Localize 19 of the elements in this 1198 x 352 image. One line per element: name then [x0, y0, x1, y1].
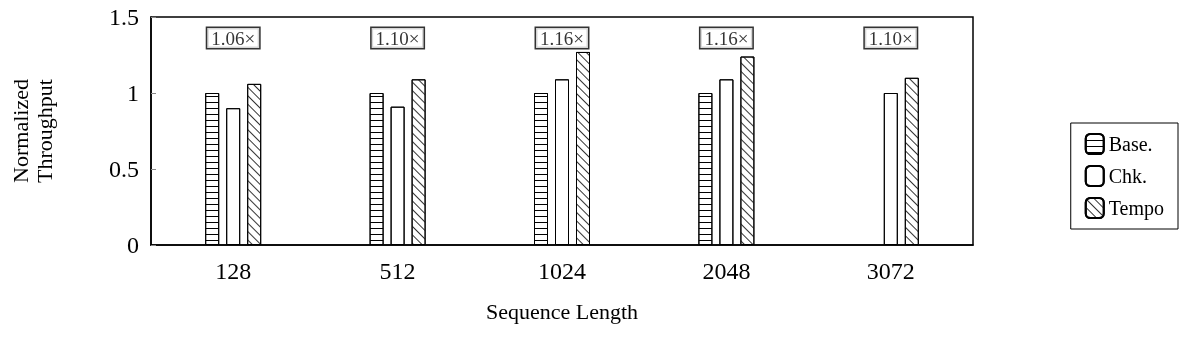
annotation: 1.16×: [540, 28, 584, 49]
y-tick-label: 0.5: [109, 156, 139, 182]
y-tick-label: 1: [127, 80, 139, 106]
annotation: 1.06×: [211, 28, 256, 49]
x-axis-title: Sequence Length: [485, 298, 639, 324]
legend-label: Chk.: [1108, 165, 1148, 187]
y-tick-label: 0: [127, 232, 139, 258]
y-axis-title: Normalized Throughput: [7, 79, 57, 183]
y-tick-label: 1.5: [109, 4, 139, 30]
x-tick-label: 128: [215, 258, 252, 284]
legend-label: Base.: [1108, 133, 1153, 155]
annotation: 1.16×: [704, 28, 749, 49]
x-tick-label: 3072: [866, 258, 915, 284]
x-tick-label: 1024: [538, 258, 586, 284]
annotation: 1.10×: [375, 28, 420, 49]
x-tick-label: 512: [379, 258, 416, 284]
legend-label: Tempo: [1108, 197, 1165, 220]
x-tick-label: 2048: [702, 258, 751, 284]
annotation: 1.10×: [868, 28, 913, 49]
